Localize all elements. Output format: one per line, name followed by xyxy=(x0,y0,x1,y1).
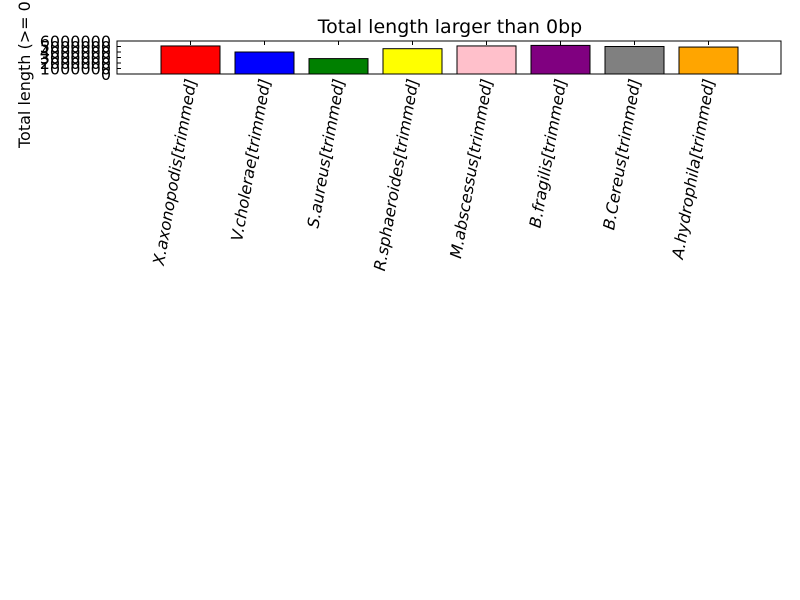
bar xyxy=(160,45,221,75)
bar xyxy=(678,46,739,75)
y-tick-label: 0 xyxy=(101,65,111,84)
bar xyxy=(604,46,665,75)
y-tick-label: 1000000 xyxy=(40,60,111,79)
plot-frame xyxy=(116,40,782,75)
bar xyxy=(456,45,517,75)
y-tick-label: 3000000 xyxy=(40,49,111,68)
chart-title: Total length larger than 0bp xyxy=(317,16,582,38)
bar xyxy=(382,48,443,75)
y-axis-ticks: 0100000020000003000000400000050000006000… xyxy=(40,32,121,84)
y-tick-label: 2000000 xyxy=(40,54,111,73)
y-tick-label: 5000000 xyxy=(40,38,111,57)
bar xyxy=(530,44,591,75)
y-axis-label: Total length (>= 0 xyxy=(15,1,34,149)
y-tick-label: 6000000 xyxy=(40,32,111,51)
bar xyxy=(308,58,369,75)
bar xyxy=(234,51,295,75)
y-tick-label: 4000000 xyxy=(40,43,111,62)
